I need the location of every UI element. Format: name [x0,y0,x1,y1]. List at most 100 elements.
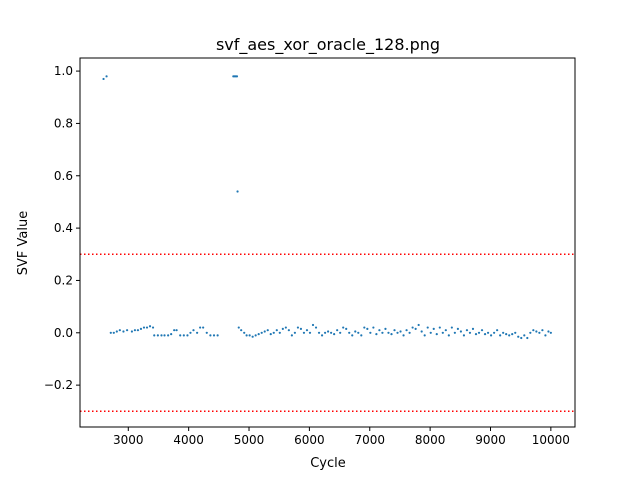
data-point [541,329,544,332]
x-tick-label: 10000 [532,433,570,447]
data-point [160,334,163,337]
data-point [287,329,290,332]
data-point [432,327,435,330]
data-point [118,329,121,332]
data-point [532,329,535,332]
data-point [435,333,438,336]
data-point [423,334,426,337]
data-point [237,326,240,329]
data-point [489,334,493,337]
data-point [275,329,278,332]
data-point [284,326,287,329]
data-point [151,326,155,329]
plot-area [80,75,575,413]
data-point [405,329,408,332]
axes-frame [79,57,576,428]
data-point [523,334,526,337]
data-point [387,331,390,334]
data-point [296,326,300,329]
y-tick-label: −0.2 [44,378,73,392]
data-point [243,331,246,334]
data-point [102,77,105,81]
data-point [173,329,176,332]
data-point [142,326,146,329]
data-point [308,331,312,334]
data-point [420,330,423,333]
data-point [486,331,490,334]
data-point [384,327,387,330]
data-point [257,333,260,336]
data-point [456,327,459,330]
x-axis: 3000 4000 5000 6000 7000 8000 9000 10000 [113,427,570,447]
data-point [417,323,420,327]
data-point [474,333,478,336]
data-point [354,330,357,333]
data-point [450,326,453,329]
data-point [179,334,182,337]
data-point [520,336,523,340]
x-axis-label: Cycle [310,456,346,471]
x-tick-label: 9000 [475,433,506,447]
data-point [272,331,275,334]
data-point [351,334,354,337]
data-point [202,326,205,329]
data-point [153,334,156,337]
data-point [125,329,129,332]
data-point [245,334,248,337]
data-point [269,333,272,336]
data-point [133,329,137,332]
data-point [139,327,143,330]
y-tick-label: 0.6 [54,169,73,183]
data-point [317,331,321,334]
data-point [547,330,550,333]
data-point [235,75,239,78]
data-point [333,333,336,336]
data-point [508,334,511,337]
data-point [311,323,315,327]
data-point [175,329,178,332]
data-point [535,330,538,333]
data-point [148,325,152,328]
data-point [260,331,263,334]
data-point [205,331,208,334]
y-axis: −0.2 0.0 0.2 0.4 0.6 0.8 1.0 [44,64,80,392]
data-point [360,334,363,337]
data-point [105,75,108,78]
data-point [505,333,508,336]
data-point [163,334,166,337]
data-point [462,334,466,337]
data-point [538,331,541,334]
data-point [496,329,499,332]
data-point [390,333,393,336]
y-tick-label: 0.2 [54,273,73,287]
data-point [366,327,369,330]
data-point [109,331,112,334]
data-point [199,326,202,329]
data-point [402,334,405,337]
data-point [130,330,134,333]
data-point [447,334,450,337]
data-point [426,326,429,329]
data-point [336,329,339,332]
x-tick-label: 8000 [415,433,446,447]
x-tick-label: 3000 [113,433,144,447]
data-point [453,331,456,334]
data-point [156,334,159,337]
y-tick-label: 0.8 [54,116,73,130]
data-point [112,331,115,334]
data-point [429,331,432,334]
y-tick-label: 0.0 [54,326,73,340]
data-point [330,331,333,334]
data-point [305,329,309,332]
data-point [459,330,463,333]
data-point [502,331,505,334]
data-point [122,330,125,333]
x-tick-label: 5000 [234,433,265,447]
x-tick-label: 6000 [294,433,325,447]
data-point [240,329,243,332]
data-point [514,331,517,334]
data-point [348,331,351,334]
data-point [411,326,414,329]
